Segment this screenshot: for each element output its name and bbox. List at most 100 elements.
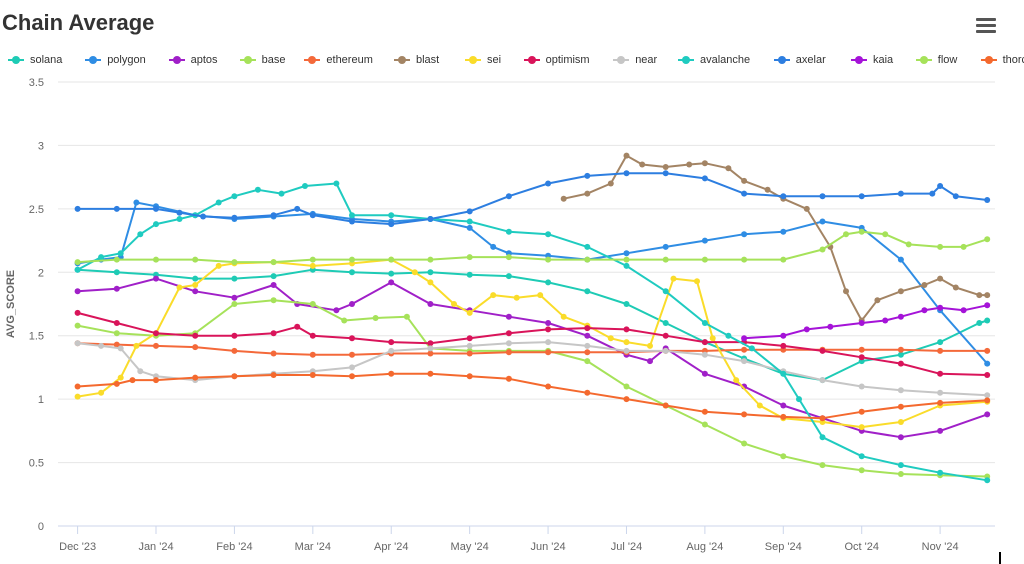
legend-label: base (261, 54, 286, 66)
data-point-sei (733, 377, 740, 384)
legend-item-sei[interactable]: sei (465, 52, 501, 68)
legend-label: polygon (107, 54, 146, 66)
legend-label: blast (416, 54, 440, 66)
legend-marker-icon (168, 55, 185, 65)
x-tick-label: Feb '24 (216, 541, 252, 553)
data-point-axelar (897, 190, 904, 197)
data-point-kaia (827, 323, 834, 330)
data-point-optimism (294, 323, 301, 330)
data-point-blast (725, 165, 732, 172)
data-point-base (270, 297, 277, 304)
data-point-optimism (153, 330, 159, 337)
data-point-solana (231, 275, 238, 282)
data-point-avalanche (701, 320, 708, 326)
data-point-flow (984, 236, 991, 243)
data-point-ethereum (466, 350, 473, 357)
data-point-sei (74, 393, 81, 400)
data-point-thorchain (129, 377, 136, 384)
data-point-polygon (466, 224, 473, 231)
legend-marker-icon (394, 55, 410, 65)
data-point-thorchain (819, 415, 826, 422)
data-point-sei (513, 294, 520, 301)
y-tick-label: 0 (38, 521, 44, 533)
data-point-polygon (819, 218, 826, 225)
data-point-axelar (349, 218, 355, 225)
data-point-polygon (133, 199, 140, 206)
data-point-thorchain (545, 383, 552, 390)
data-point-near (98, 342, 105, 349)
data-point-optimism (113, 320, 120, 326)
data-point-flow (349, 256, 355, 263)
data-point-avalanche (505, 228, 512, 235)
data-point-near (466, 342, 473, 349)
y-tick-label: 1 (38, 394, 44, 406)
data-point-avalanche (748, 345, 755, 352)
data-point-aptos (74, 288, 81, 295)
data-point-sei (490, 292, 497, 299)
data-point-base (623, 383, 630, 390)
data-point-near (117, 345, 124, 352)
data-point-aptos (584, 332, 591, 339)
legend-item-flow[interactable]: flow (915, 52, 958, 68)
data-point-optimism (427, 340, 434, 347)
legend-item-base[interactable]: base (239, 52, 286, 68)
legend-item-kaia[interactable]: kaia (851, 52, 893, 68)
legend-item-axelar[interactable]: axelar (773, 52, 826, 68)
legend-item-solana[interactable]: solana (8, 52, 62, 68)
data-point-flow (270, 259, 277, 266)
data-point-near (741, 358, 748, 365)
data-point-blast (741, 177, 748, 184)
data-point-flow (662, 256, 669, 263)
data-point-axelar (466, 208, 473, 215)
data-point-aptos (505, 313, 512, 320)
legend-label: aptos (190, 54, 218, 66)
hamburger-menu-icon[interactable] (976, 18, 996, 34)
legend-label: flow (937, 54, 958, 66)
data-point-base (897, 471, 904, 477)
data-point-polygon (741, 231, 748, 238)
data-point-axelar (388, 221, 395, 228)
data-point-thorchain (349, 373, 355, 380)
legend-item-avalanche[interactable]: avalanche (678, 52, 750, 68)
legend-item-blast[interactable]: blast (394, 52, 439, 68)
x-tick-label: Jun '24 (530, 541, 565, 553)
data-point-avalanche (780, 370, 787, 377)
data-point-flow (741, 256, 748, 263)
data-point-kaia (858, 320, 865, 326)
data-point-flow (584, 256, 591, 263)
legend-item-near[interactable]: near (613, 52, 657, 68)
cursor-mark (999, 552, 1001, 564)
legend-item-ethereum[interactable]: ethereum (304, 52, 373, 68)
legend-item-polygon[interactable]: polygon (85, 52, 146, 68)
data-point-thorchain (427, 370, 434, 377)
data-point-thorchain (623, 396, 630, 403)
data-point-kaia (897, 313, 904, 320)
data-point-axelar (294, 205, 301, 212)
data-point-thorchain (584, 389, 591, 396)
data-point-thorchain (741, 411, 748, 418)
data-point-sei (694, 278, 700, 285)
data-point-ethereum (113, 341, 120, 348)
data-point-axelar (819, 193, 826, 200)
x-tick-label: Jan '24 (138, 541, 173, 553)
data-point-avalanche (584, 243, 591, 250)
legend-item-thorchain[interactable]: thorchain (980, 52, 1024, 68)
data-point-sei (192, 282, 199, 288)
data-point-optimism (231, 332, 238, 339)
data-point-ethereum (427, 350, 434, 357)
data-point-flow (153, 256, 159, 263)
data-point-avalanche (74, 266, 81, 273)
data-point-near (984, 392, 991, 399)
data-point-avalanche (545, 231, 552, 238)
data-point-aptos (270, 282, 277, 288)
x-tick-label: May '24 (451, 541, 489, 553)
data-point-thorchain (153, 377, 159, 384)
legend-item-optimism[interactable]: optimism (523, 52, 590, 68)
legend-label: axelar (795, 54, 826, 66)
data-point-sei (607, 335, 614, 342)
data-point-axelar (153, 205, 159, 212)
data-point-aptos (231, 294, 238, 301)
legend-item-aptos[interactable]: aptos (168, 52, 218, 68)
legend-label: solana (30, 54, 63, 66)
data-point-base (701, 421, 708, 428)
